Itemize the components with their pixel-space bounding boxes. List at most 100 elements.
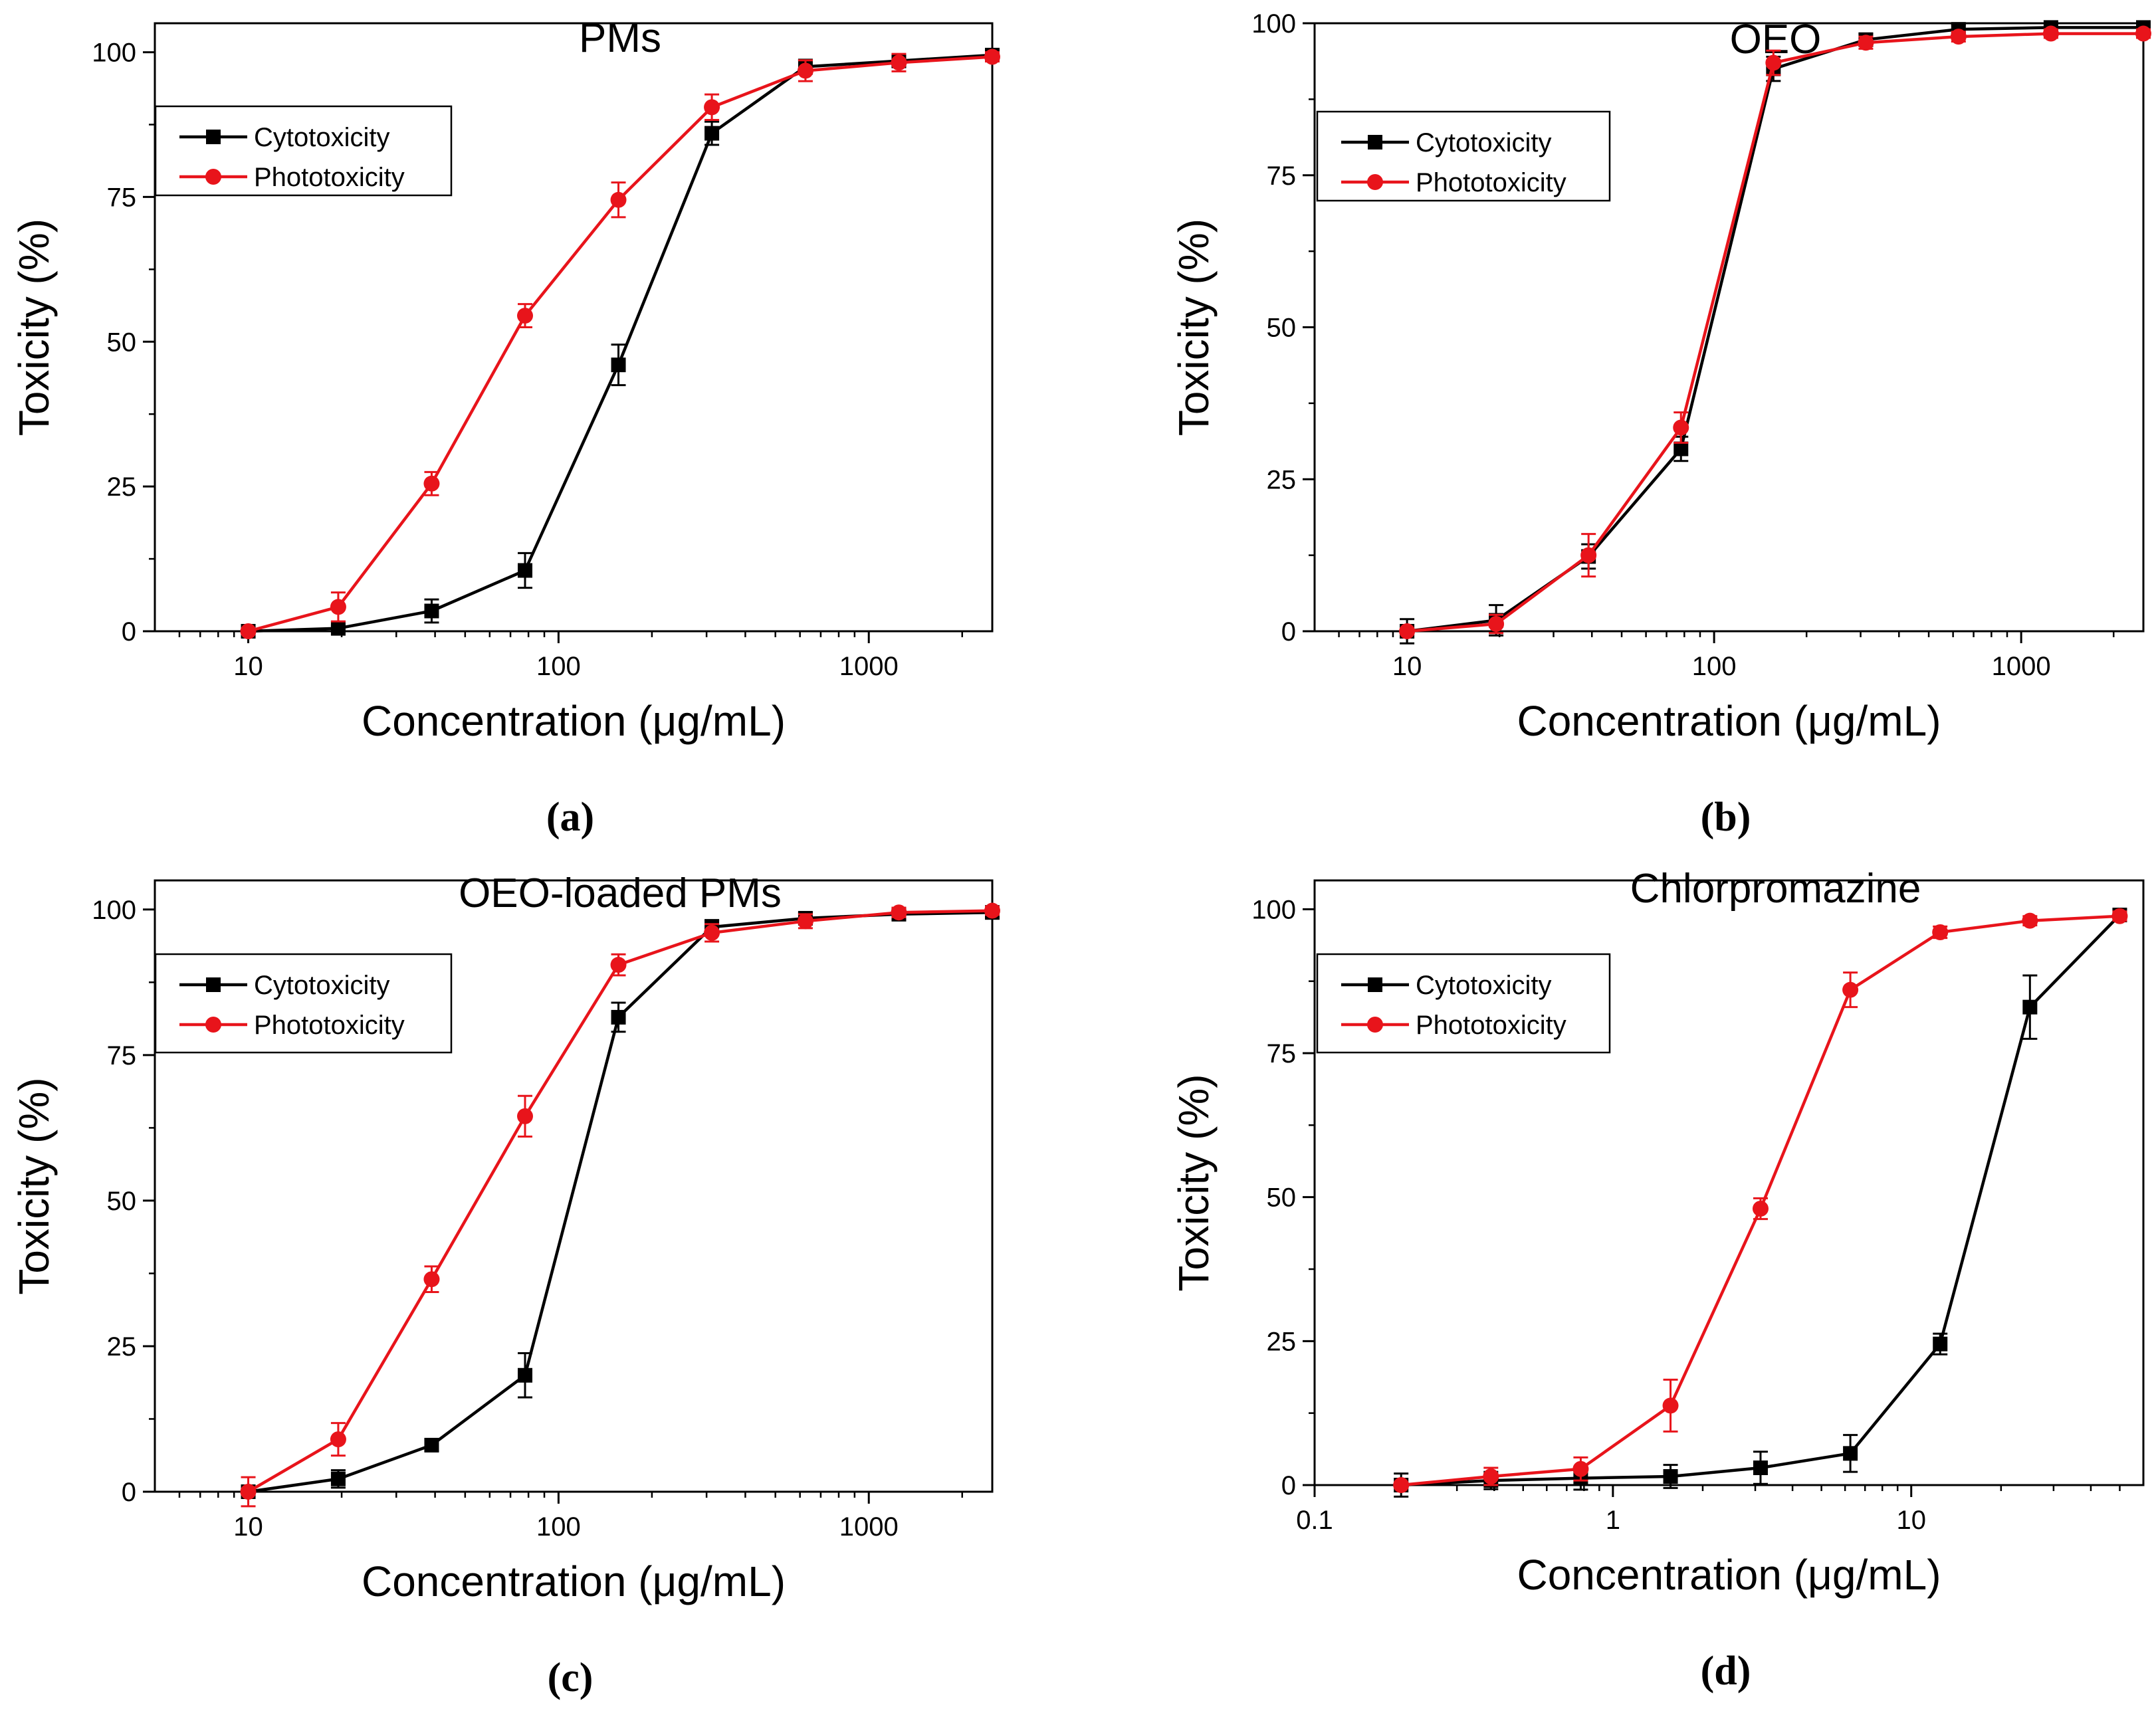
panel-label: (d) [1701, 1649, 1751, 1694]
data-point-phototoxicity [330, 599, 346, 615]
legend: Cytotoxicity Phototoxicity [1316, 953, 1611, 1054]
x-minor-ticks [178, 631, 964, 637]
data-point-phototoxicity [1399, 623, 1416, 639]
data-point-phototoxicity [984, 902, 1000, 919]
legend-label-phototoxicity: Phototoxicity [254, 163, 405, 192]
data-point-phototoxicity [517, 308, 534, 324]
data-point-cytotoxicity [518, 563, 533, 578]
panel-label-text: (d) [1701, 1649, 1751, 1694]
x-tick-label: 1000 [839, 652, 899, 681]
y-tick-label: 75 [107, 183, 137, 212]
data-point-phototoxicity [2111, 908, 2128, 924]
data-point-cytotoxicity [424, 603, 439, 619]
data-point-phototoxicity [1488, 616, 1505, 633]
chart-panel-c: 10 100 1000 0 25 50 75 100 Concentration (μg/mL)… [10, 870, 1000, 1700]
y-tick-label: 25 [107, 472, 137, 502]
y-tick-label: 25 [1267, 465, 1297, 494]
data-point-phototoxicity [1393, 1477, 1410, 1493]
x-axis-title: Concentration (μg/mL) [362, 697, 786, 745]
y-tick-label: 25 [1267, 1327, 1297, 1356]
data-point-cytotoxicity [1663, 1469, 1678, 1484]
data-point-phototoxicity [1572, 1460, 1589, 1477]
data-point-phototoxicity [240, 1484, 257, 1500]
data-point-phototoxicity [2135, 25, 2151, 42]
series-cytotoxicity [241, 47, 1000, 639]
x-tick-label: 100 [1692, 652, 1737, 681]
panel-label: (b) [1701, 795, 1751, 840]
y-tick-label: 50 [1267, 314, 1297, 343]
data-point-cytotoxicity [611, 357, 626, 373]
x-tick-label: 1000 [839, 1512, 899, 1542]
data-point-phototoxicity [1932, 924, 1949, 940]
data-point-phototoxicity [240, 623, 257, 639]
legend-marker [1368, 977, 1382, 992]
y-tick-label: 50 [1267, 1183, 1297, 1213]
series-phototoxicity [240, 49, 1000, 639]
x-tick-label: 1 [1606, 1506, 1620, 1535]
data-point-cytotoxicity [518, 1367, 533, 1383]
y-tick-label: 75 [107, 1041, 137, 1070]
legend-label-cytotoxicity: Cytotoxicity [254, 971, 390, 1000]
x-tick-label: 0.1 [1296, 1506, 1333, 1535]
legend-box [1316, 953, 1611, 1054]
x-axis-title: Concentration (μg/mL) [1517, 1551, 1941, 1599]
x-tick-label: 100 [536, 1512, 581, 1542]
data-point-phototoxicity [1858, 35, 1874, 51]
data-point-cytotoxicity [330, 1471, 346, 1486]
data-point-phototoxicity [891, 904, 907, 921]
x-minor-ticks [178, 1492, 964, 1498]
y-tick-label: 100 [92, 896, 136, 925]
legend-label-cytotoxicity: Cytotoxicity [254, 123, 390, 152]
x-tick-label: 10 [1392, 652, 1422, 681]
panel-label: (a) [546, 795, 594, 840]
y-axis-title: Toxicity (%) [10, 1077, 58, 1294]
y-tick-label: 25 [107, 1332, 137, 1361]
data-point-cytotoxicity [1933, 1336, 1948, 1352]
data-point-phototoxicity [610, 957, 627, 973]
data-point-phototoxicity [984, 49, 1000, 65]
legend: Cytotoxicity Phototoxicity [154, 953, 453, 1054]
legend-box [1316, 110, 1611, 202]
legend-marker [1367, 1017, 1383, 1033]
chart-title: PMs [579, 15, 661, 61]
plot-frame [154, 22, 994, 633]
legend-marker [1368, 135, 1382, 150]
data-point-phototoxicity [1765, 54, 1782, 71]
data-point-phototoxicity [891, 54, 907, 71]
legend-label-phototoxicity: Phototoxicity [254, 1011, 405, 1040]
legend-marker [1367, 174, 1383, 190]
x-axis-title: Concentration (μg/mL) [1517, 697, 1941, 745]
panel-label-text: (c) [548, 1655, 593, 1700]
x-tick-label: 1000 [1992, 652, 2051, 681]
data-point-phototoxicity [1842, 981, 1859, 998]
data-point-cytotoxicity [1753, 1460, 1768, 1475]
y-axis-title: Toxicity (%) [1170, 1074, 1218, 1291]
data-point-phototoxicity [2042, 25, 2059, 42]
series-phototoxicity [1399, 25, 2151, 639]
data-point-phototoxicity [610, 191, 627, 208]
x-axis-title: Concentration (μg/mL) [362, 1558, 786, 1605]
y-tick-label: 0 [1281, 617, 1296, 647]
data-point-phototoxicity [2022, 912, 2038, 929]
legend-marker [205, 169, 221, 185]
data-point-cytotoxicity [1843, 1446, 1858, 1461]
data-point-phototoxicity [1580, 547, 1597, 563]
x-minor-ticks [1403, 1485, 2121, 1491]
data-point-phototoxicity [423, 475, 440, 492]
data-point-cytotoxicity [704, 126, 720, 141]
chart-panel-b: 10 100 1000 0 25 50 75 100 Concentration (μg/mL)… [1170, 9, 2151, 840]
legend-label-cytotoxicity: Cytotoxicity [1416, 128, 1552, 157]
data-point-phototoxicity [704, 99, 720, 116]
y-tick-label: 100 [92, 39, 136, 68]
legend-box [154, 953, 453, 1054]
series-phototoxicity [240, 902, 1000, 1508]
plot-frame [154, 879, 994, 1493]
series-phototoxicity [1393, 908, 2128, 1493]
data-point-phototoxicity [1673, 419, 1689, 436]
y-axis-title: Toxicity (%) [1170, 219, 1218, 436]
data-point-cytotoxicity [1673, 441, 1689, 456]
y-tick-label: 0 [122, 1478, 136, 1507]
panel-label: (c) [548, 1655, 593, 1700]
data-point-phototoxicity [517, 1108, 534, 1124]
